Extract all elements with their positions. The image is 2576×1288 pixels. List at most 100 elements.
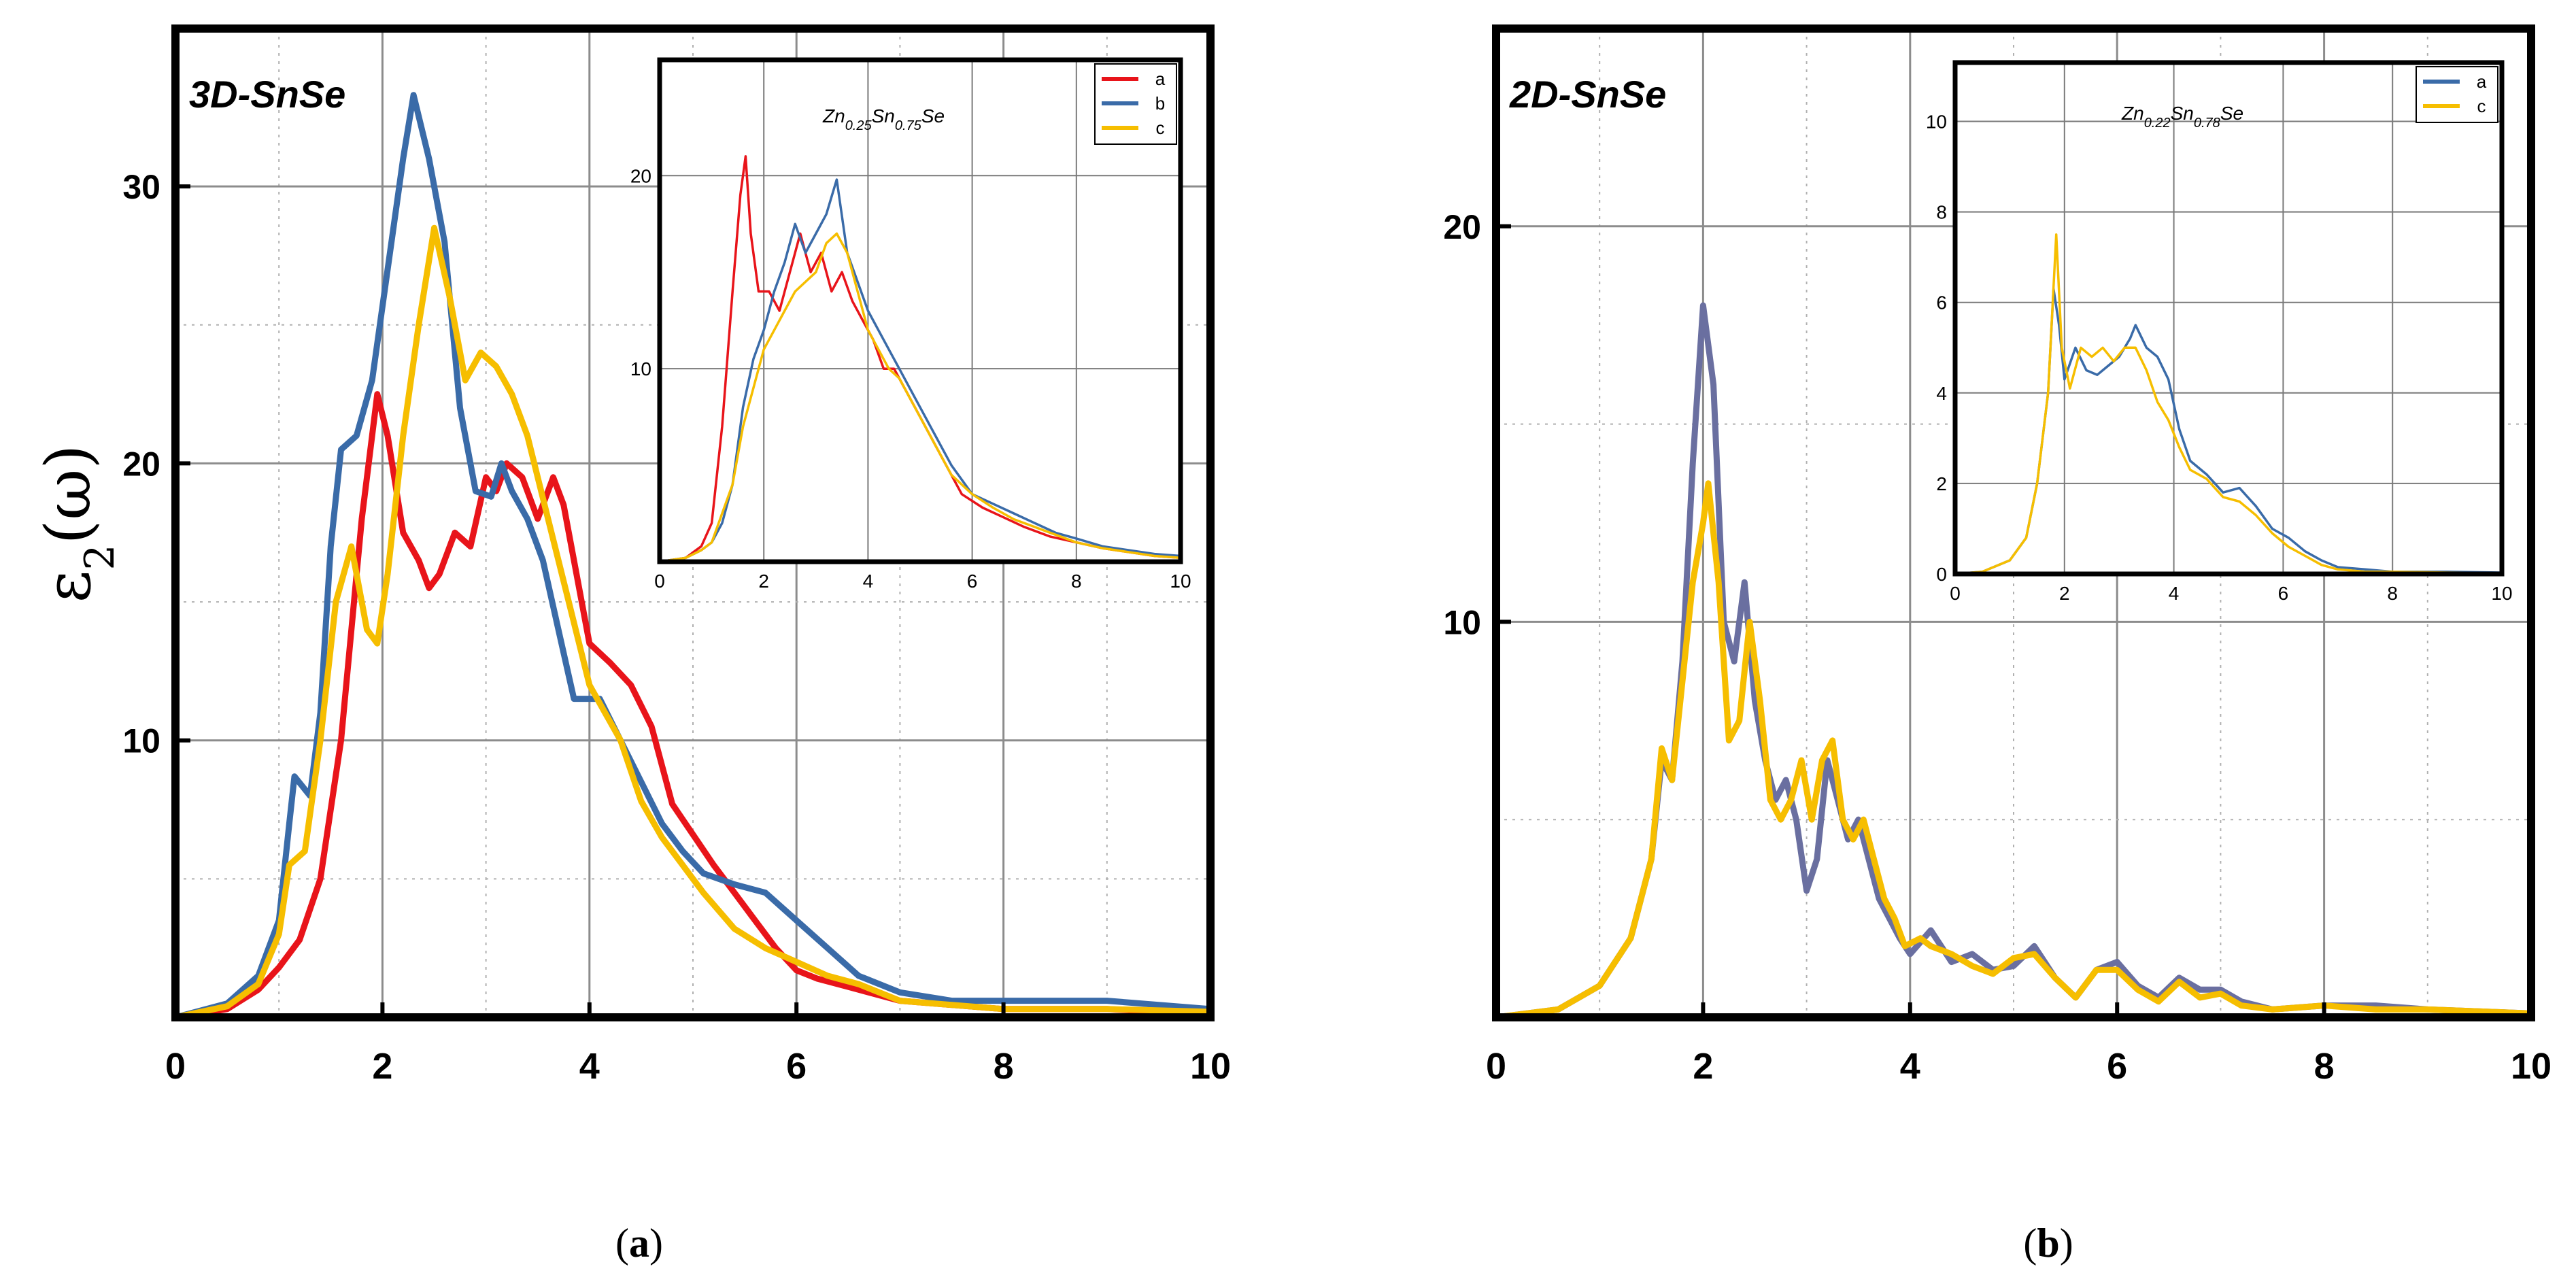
panel-a-title: 3D-SnSe	[189, 73, 345, 116]
inset-x-tick-label: 0	[1950, 583, 1961, 604]
inset-a-legend: abc	[1094, 63, 1177, 145]
caption-a: (a)	[615, 1221, 663, 1266]
inset-b-label-x: 0.22	[2144, 116, 2171, 131]
caption-b: (b)	[2023, 1221, 2073, 1266]
x-tick-label: 6	[2107, 1046, 2127, 1087]
x-tick-label: 4	[579, 1046, 600, 1087]
x-tick-label: 10	[1190, 1046, 1231, 1087]
x-tick-label: 2	[1693, 1046, 1713, 1087]
inset-b-series	[1954, 233, 2503, 575]
x-tick-label: 6	[786, 1046, 807, 1087]
panel-a-series	[172, 92, 1214, 1021]
inset-x-tick-label: 2	[2059, 583, 2070, 604]
inset-y-tick-label: 8	[1936, 202, 1947, 223]
x-tick-label: 0	[1486, 1046, 1506, 1087]
legend-box	[2416, 66, 2498, 123]
inset-b-ticks: 0 2 4 6 8 10 0 2 4 6 8 10	[1926, 112, 2513, 604]
panel-b-x-ticks: 0 2 4 6 8 10	[1486, 1002, 2552, 1087]
inset-x-tick-label: 8	[2387, 583, 2398, 604]
inset-b-composition-label: Zn0.22Sn0.78Se	[2121, 103, 2243, 131]
x-tick-label: 4	[1900, 1046, 1920, 1087]
y-label-omega: (ω)	[32, 445, 105, 545]
inset-y-tick-label: 2	[1936, 473, 1947, 494]
y-tick-label: 20	[122, 445, 160, 483]
inset-b-background	[1955, 63, 2502, 574]
y-tick-label: 10	[122, 722, 160, 760]
caption-a-close: )	[649, 1221, 663, 1266]
y-tick-label: 30	[122, 168, 160, 206]
caption-b-open: (	[2023, 1221, 2037, 1266]
inset-a-composition-label: Zn0.25Sn0.75Se	[822, 105, 945, 133]
inset-a-series	[659, 155, 1181, 563]
inset-y-tick-label: 4	[1936, 383, 1947, 404]
y-tick-label: 20	[1443, 208, 1481, 246]
panel-b-frame	[1492, 24, 2535, 1021]
inset-a-label-x: 0.25	[845, 118, 872, 133]
series-line-c	[172, 224, 1214, 1021]
inset-x-tick-label: 2	[758, 571, 769, 592]
inset-y-tick-label: 10	[1926, 112, 1947, 133]
legend-label-a: a	[2477, 71, 2487, 92]
caption-b-letter: b	[2037, 1221, 2059, 1266]
inset-a-ticks: 0 2 4 6 8 10 10 20	[630, 165, 1191, 592]
inset-a-label-zn: Zn	[822, 105, 845, 126]
inset-y-tick-label: 0	[1936, 564, 1947, 585]
inset-b-label-zn: Zn	[2121, 103, 2144, 124]
legend-label-a: a	[1155, 69, 1166, 89]
panel-b-inset: 0 2 4 6 8 10 0 2 4 6 8 10 Zn0.22Sn0.78Se ac	[1926, 60, 2513, 604]
inset-b-legend: ac	[2416, 66, 2498, 123]
inset-b-label-1mx: 0.78	[2194, 116, 2220, 131]
inset-series-line-c	[1954, 233, 2503, 575]
inset-series-line-b	[659, 178, 1181, 563]
y-tick-label: 10	[1443, 603, 1481, 641]
inset-b-label-se: Se	[2220, 103, 2243, 124]
inset-x-tick-label: 0	[654, 571, 665, 592]
inset-x-tick-label: 6	[967, 571, 978, 592]
inset-x-tick-label: 6	[2278, 583, 2289, 604]
legend-label-b: b	[1155, 93, 1165, 114]
caption-a-open: (	[615, 1221, 629, 1266]
inset-x-tick-label: 10	[2491, 583, 2512, 604]
inset-a-label-sn: Sn	[872, 105, 895, 126]
inset-y-tick-label: 20	[630, 165, 651, 186]
x-tick-label: 0	[165, 1046, 186, 1087]
inset-a-background	[660, 60, 1181, 562]
inset-a-label-se: Se	[921, 105, 945, 126]
inset-x-tick-label: 4	[863, 571, 874, 592]
panel-b-y-ticks: 10 20	[1443, 208, 1511, 641]
legend-label-c: c	[1156, 118, 1165, 138]
x-tick-label: 8	[2314, 1046, 2335, 1087]
inset-b-label-sn: Sn	[2171, 103, 2194, 124]
legend-label-c: c	[2477, 96, 2486, 116]
x-tick-label: 8	[994, 1046, 1014, 1087]
inset-y-tick-label: 6	[1936, 292, 1947, 313]
series-line-c	[1493, 480, 2535, 1021]
inset-x-tick-label: 10	[1170, 571, 1191, 592]
panel-a-y-axis-label: ε2(ω)	[32, 445, 124, 603]
panel-b-series	[1493, 302, 2535, 1021]
panel-a-inset: 0 2 4 6 8 10 10 20 Zn0.25Sn0.75Se abc	[630, 57, 1191, 592]
panel-b-title: 2D-SnSe	[1509, 73, 1666, 116]
panel-a-x-ticks: 0 2 4 6 8 10	[165, 1002, 1231, 1087]
x-tick-label: 10	[2511, 1046, 2552, 1087]
inset-x-tick-label: 4	[2169, 583, 2180, 604]
inset-a-frame	[657, 57, 1183, 564]
panel-a-y-ticks: 10 20 30	[122, 168, 190, 760]
y-label-subscript: 2	[76, 544, 124, 570]
inset-b-grid	[1955, 63, 2502, 574]
inset-x-tick-label: 8	[1071, 571, 1082, 592]
inset-series-line-a	[659, 155, 1181, 563]
inset-y-tick-label: 10	[630, 358, 651, 379]
inset-b-frame	[1952, 60, 2505, 577]
inset-a-label-1mx: 0.75	[895, 118, 922, 133]
x-tick-label: 2	[372, 1046, 392, 1087]
caption-a-letter: a	[629, 1221, 649, 1266]
panel-a-frame	[171, 24, 1215, 1021]
caption-b-close: )	[2060, 1221, 2073, 1266]
inset-series-line-c	[659, 232, 1181, 563]
series-line-b	[172, 92, 1214, 1021]
y-label-epsilon: ε	[32, 571, 105, 603]
